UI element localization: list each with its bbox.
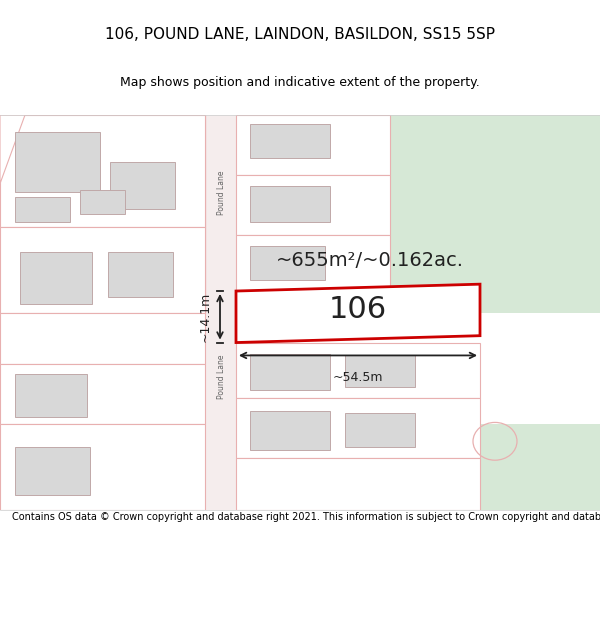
Bar bbox=[345, 354, 415, 388]
Polygon shape bbox=[0, 227, 205, 312]
Text: ~655m²/~0.162ac.: ~655m²/~0.162ac. bbox=[276, 251, 464, 271]
Bar bbox=[250, 186, 330, 222]
Polygon shape bbox=[390, 115, 600, 312]
Bar bbox=[15, 448, 90, 494]
Bar bbox=[345, 413, 415, 447]
Polygon shape bbox=[480, 424, 600, 510]
Text: Contains OS data © Crown copyright and database right 2021. This information is : Contains OS data © Crown copyright and d… bbox=[12, 512, 600, 522]
Bar bbox=[250, 246, 325, 280]
Bar bbox=[108, 253, 173, 297]
Bar bbox=[20, 253, 92, 304]
Bar bbox=[15, 197, 70, 222]
Polygon shape bbox=[0, 115, 205, 227]
Polygon shape bbox=[236, 115, 390, 175]
Bar bbox=[250, 411, 330, 450]
Bar bbox=[250, 354, 330, 390]
Polygon shape bbox=[0, 115, 205, 312]
Text: 106: 106 bbox=[329, 296, 387, 324]
Bar bbox=[250, 124, 330, 158]
Text: 106, POUND LANE, LAINDON, BASILDON, SS15 5SP: 106, POUND LANE, LAINDON, BASILDON, SS15… bbox=[105, 27, 495, 42]
Bar bbox=[80, 190, 125, 214]
Polygon shape bbox=[0, 312, 205, 364]
Bar bbox=[15, 374, 87, 418]
Polygon shape bbox=[0, 424, 205, 510]
Polygon shape bbox=[236, 175, 390, 235]
Polygon shape bbox=[236, 459, 480, 510]
Bar bbox=[110, 162, 175, 209]
Polygon shape bbox=[236, 342, 480, 398]
Polygon shape bbox=[0, 115, 25, 184]
Text: Pound Lane: Pound Lane bbox=[217, 354, 226, 399]
Text: ~54.5m: ~54.5m bbox=[333, 371, 383, 384]
Text: Pound Lane: Pound Lane bbox=[217, 170, 226, 214]
Polygon shape bbox=[236, 235, 390, 291]
Polygon shape bbox=[236, 284, 480, 342]
Text: Map shows position and indicative extent of the property.: Map shows position and indicative extent… bbox=[120, 76, 480, 89]
Polygon shape bbox=[236, 398, 480, 459]
Polygon shape bbox=[0, 364, 205, 424]
Polygon shape bbox=[206, 115, 236, 510]
Bar bbox=[15, 132, 100, 192]
Text: ~14.1m: ~14.1m bbox=[199, 292, 212, 342]
